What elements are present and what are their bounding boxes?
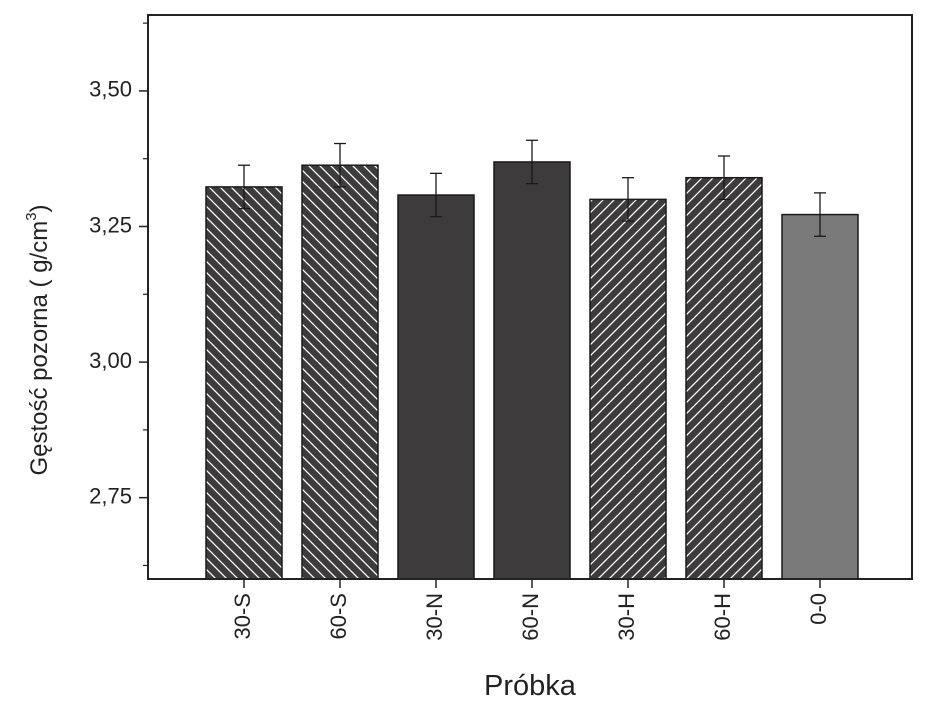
bar-60-S [301, 164, 379, 580]
error-bar-0-0 [814, 192, 826, 237]
error-bars [238, 139, 826, 237]
error-bar-60-N [526, 139, 538, 185]
bar-0-0 [781, 213, 859, 580]
x-tick-label-30-N: 30-N [422, 593, 447, 641]
y-axis-title: Gęstość pozorna ( g/cm3) [23, 204, 53, 475]
x-tick-label-0-0: 0-0 [806, 593, 831, 625]
error-bar-60-H [718, 155, 730, 201]
plot-frame [147, 14, 913, 580]
y-axis: 2,75 3,00 3,25 3,50 [89, 22, 148, 567]
x-tick-label-30-S: 30-S [230, 593, 255, 639]
x-tick-label-60-H: 60-H [710, 593, 735, 641]
error-bar-30-H [622, 177, 634, 222]
x-tick-label-60-N: 60-N [518, 593, 543, 641]
y-tick-label-3,25: 3,25 [89, 212, 132, 237]
error-bar-60-S [334, 142, 346, 188]
y-tick-label-3,50: 3,50 [89, 77, 132, 102]
bar-60-N [493, 161, 571, 580]
bar-60-H [685, 176, 763, 580]
bar-30-S [205, 186, 283, 580]
y-axis-title-close: ) [26, 204, 53, 212]
bar-30-H [589, 198, 667, 580]
error-bar-30-N [430, 172, 442, 218]
x-axis: 30-S 60-S 30-N 60-N 30-H 60-H 0-0 [230, 579, 831, 641]
x-axis-title: Próbka [484, 670, 577, 702]
y-axis-title-text: Gęstość pozorna ( g/cm [26, 221, 53, 476]
y-axis-title-superscript: 3 [23, 212, 40, 220]
x-tick-label-60-S: 60-S [326, 593, 351, 639]
y-tick-label-3,00: 3,00 [89, 348, 132, 373]
y-tick-label-2,75: 2,75 [89, 483, 132, 508]
x-tick-label-30-H: 30-H [614, 593, 639, 641]
bar-30-N [397, 194, 475, 580]
error-bar-30-S [238, 164, 250, 210]
bars [205, 161, 859, 580]
